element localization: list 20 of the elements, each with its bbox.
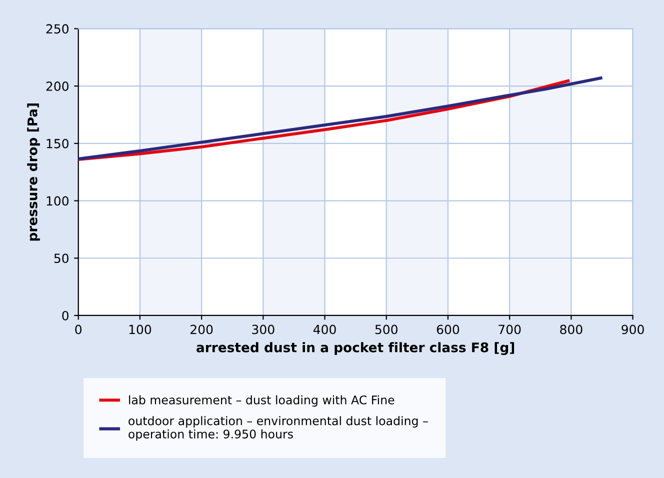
x-tick-label: 500 [375, 324, 398, 334]
x-tick-label: 100 [129, 324, 152, 334]
y-tick-label: 250 [46, 24, 68, 34]
y-tick-label: 100 [46, 196, 68, 206]
y-tick-label: 50 [54, 254, 68, 264]
y-tick-label: 200 [46, 82, 68, 91]
x-axis-title: arrested dust in a pocket filter class F8 [g] [196, 342, 514, 356]
y-axis-title: pressure drop [Pa] [27, 104, 40, 241]
legend-label: lab measurement – dust loading with AC Fine [129, 395, 394, 407]
y-tick-label: 150 [46, 138, 68, 148]
x-tick-label: 700 [498, 324, 521, 334]
x-tick-label: 400 [313, 324, 336, 334]
x-tick-label: 200 [190, 324, 213, 334]
y-tick-label: 0 [62, 310, 68, 320]
x-tick-label: 600 [436, 324, 460, 334]
legend-label: outdoor application – environmental dust loading – operation time: 9.950 hours [128, 416, 428, 441]
x-tick-label: 900 [622, 324, 644, 334]
x-tick-label: 300 [252, 324, 274, 334]
x-tick-label: 800 [560, 324, 582, 334]
x-tick-label: 0 [75, 324, 82, 334]
